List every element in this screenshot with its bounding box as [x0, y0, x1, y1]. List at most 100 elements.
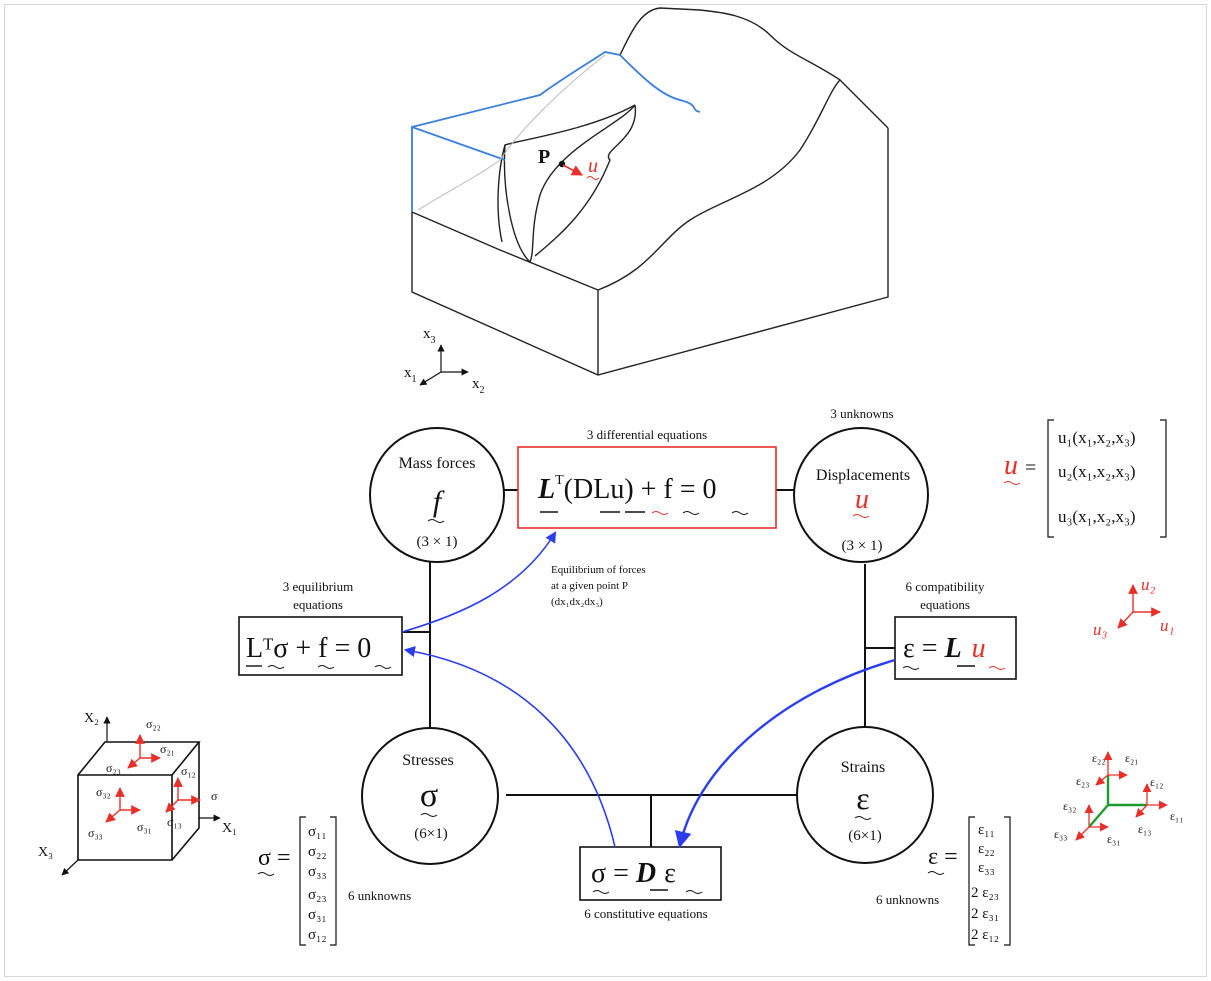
svg-text:Equilibrium of forces: Equilibrium of forces [551, 564, 646, 576]
svg-text:ε₁₃: ε₁₃ [1138, 822, 1151, 836]
sigma-row-5: σ₃₁ [308, 907, 327, 923]
u-vector-definition: u = u₁(x₁,x₂,x₃) u₂(x₁,x₂,x₃) u₃(x₁,x₂,x… [1003, 419, 1167, 538]
stress-cube [77, 741, 201, 861]
epsilon-vector-lhs: ε = [928, 844, 958, 870]
strain-green-axes [1088, 775, 1147, 828]
stress-cube-arrows [105, 734, 201, 823]
differential-caption: 3 differential equations [587, 427, 707, 442]
slope-axes [419, 344, 469, 386]
sigma-row-1: σ₁₁ [308, 824, 327, 840]
stresses-title: Stresses [402, 752, 454, 769]
epsilon-unknowns-note: 6 unknowns [876, 892, 939, 907]
displacement-arrow [562, 164, 583, 176]
sigma-row-6: σ₁₂ [308, 927, 327, 943]
slope-grey-edge [417, 54, 606, 211]
stress-cube-axes [61, 716, 221, 876]
sigma-row-2: σ₂₂ [308, 844, 327, 860]
epsilon-vector-definition: ε = ε₁₁ ε₂₂ ε₃₃ 2 ε₂₃ 2 ε₃₁ 2 ε₁₂ 6 unkn… [876, 816, 1011, 946]
svg-text:σ₃₁: σ₃₁ [137, 820, 152, 834]
u2-axis-label: u₂ [1141, 575, 1156, 594]
slide-scar-base [497, 144, 506, 243]
cube-x3-label: X₃ [38, 845, 53, 860]
compatibility-caption-2: equations [920, 597, 970, 612]
stresses-dim: (6×1) [414, 826, 447, 842]
svg-text:σ₂₁: σ₂₁ [160, 742, 175, 756]
compatibility-caption-1: 6 compatibility [905, 579, 985, 594]
differential-equation: LT(DLu) + f = 0 [537, 473, 717, 505]
displacement-label: u [588, 155, 598, 177]
slope-block-illustration [411, 7, 889, 376]
point-p-label: P [538, 146, 550, 168]
svg-text:ε₂₁: ε₂₁ [1125, 751, 1138, 765]
differential-equation-block: 3 differential equations LT(DLu) + f = 0 [517, 427, 777, 529]
cube-x1-label: X₁ [222, 821, 237, 836]
mass-forces-title: Mass forces [399, 455, 476, 472]
equilibrium-equation-block: 3 equilibrium equations Lᵀσ + f = 0 [238, 579, 403, 676]
equilibrium-annotation: Equilibrium of forces at a given point P… [551, 564, 646, 608]
slope-blue-edges [411, 51, 701, 212]
svg-text:σ: σ [211, 789, 218, 803]
network-lines [402, 489, 895, 847]
displacements-dim: (3 × 1) [842, 538, 883, 554]
axis-x2-label: x2 [472, 376, 485, 396]
strains-symbol: ε [856, 780, 869, 816]
epsilon-row-5: 2 ε₃₁ [971, 906, 999, 922]
arrow-compatibility-to-constitutive [674, 658, 896, 849]
strains-title: Strains [841, 759, 885, 776]
slide-scar-inner [534, 104, 636, 257]
node-strains: Strains ε (6×1) [796, 726, 934, 864]
equilibrium-caption-1: 3 equilibrium [283, 579, 353, 594]
node-displacements: 3 unknowns Displacements u (3 × 1) [793, 406, 929, 563]
sigma-row-4: σ₂₃ [308, 887, 327, 903]
u-vector-lhs: u [1004, 450, 1018, 481]
epsilon-row-1: ε₁₁ [978, 822, 995, 838]
displacements-symbol: u [855, 484, 869, 515]
slide-scar-outer [503, 104, 636, 264]
displacements-unknowns-note: 3 unknowns [830, 406, 893, 421]
u1-axis-label: u₁ [1160, 616, 1174, 635]
displacements-title: Displacements [816, 467, 910, 484]
epsilon-row-4: 2 ε₂₃ [971, 885, 999, 901]
strain-red-arrows [1075, 751, 1168, 841]
svg-text:σ₃₂: σ₃₂ [96, 785, 111, 799]
arrow-constitutive-to-equilibrium [403, 646, 616, 848]
sigma-vector-lhs: σ = [258, 845, 290, 871]
slope-box-front-edges [411, 128, 889, 376]
svg-text:σ₁₂: σ₁₂ [181, 764, 196, 778]
sigma-vector-definition: σ = σ₁₁ σ₂₂ σ₃₃ σ₂₃ σ₃₁ σ₁₂ 6 unknowns [257, 816, 411, 946]
svg-text:σ₂₃: σ₂₃ [106, 761, 121, 775]
equilibrium-equation: Lᵀσ + f = 0 [246, 633, 371, 664]
u-axes-triad [1117, 584, 1161, 629]
svg-text:=: = [1025, 457, 1036, 479]
epsilon-row-2: ε₂₂ [978, 841, 995, 857]
svg-text:(dx₁dx₂dx₃): (dx₁dx₂dx₃) [551, 596, 603, 608]
u-row-1: u₁(x₁,x₂,x₃) [1058, 428, 1136, 447]
svg-text:at a given point P: at a given point P [551, 580, 628, 592]
displacement-tilde [586, 176, 600, 180]
svg-text:ε₂₂: ε₂₂ [1092, 751, 1105, 765]
svg-text:ε₂₃: ε₂₃ [1076, 774, 1089, 788]
epsilon-row-6: 2 ε₁₂ [971, 927, 999, 943]
arrow-equilibrium-to-differential [401, 531, 557, 633]
axis-x1-label: x1 [404, 365, 417, 385]
u3-axis-label: u₃ [1093, 620, 1108, 639]
axis-x3-label: x3 [423, 326, 436, 346]
equilibrium-caption-2: equations [293, 597, 343, 612]
u-row-3: u₃(x₁,x₂,x₃) [1058, 507, 1136, 526]
slope-box-front-top-edge [411, 211, 599, 291]
svg-text:ε₃₃: ε₃₃ [1054, 827, 1067, 841]
slope-surface-profile [597, 79, 889, 291]
svg-text:ε₃₂: ε₃₂ [1063, 799, 1076, 813]
svg-text:ε₁₁: ε₁₁ [1170, 809, 1183, 823]
cube-x2-label: X₂ [84, 711, 99, 726]
svg-text:σ₃₃: σ₃₃ [88, 826, 103, 840]
svg-text:σ₂₂: σ₂₂ [146, 717, 161, 731]
u-row-2: u₂(x₁,x₂,x₃) [1058, 462, 1136, 481]
constitutive-caption: 6 constitutive equations [584, 906, 707, 921]
sigma-row-3: σ₃₃ [308, 864, 327, 880]
strain-axes-labels: ε₂₂ ε₂₁ ε₂₃ ε₁₂ ε₃₂ ε₁₁ ε₃₃ ε₃₁ ε₁₃ [1054, 751, 1183, 846]
